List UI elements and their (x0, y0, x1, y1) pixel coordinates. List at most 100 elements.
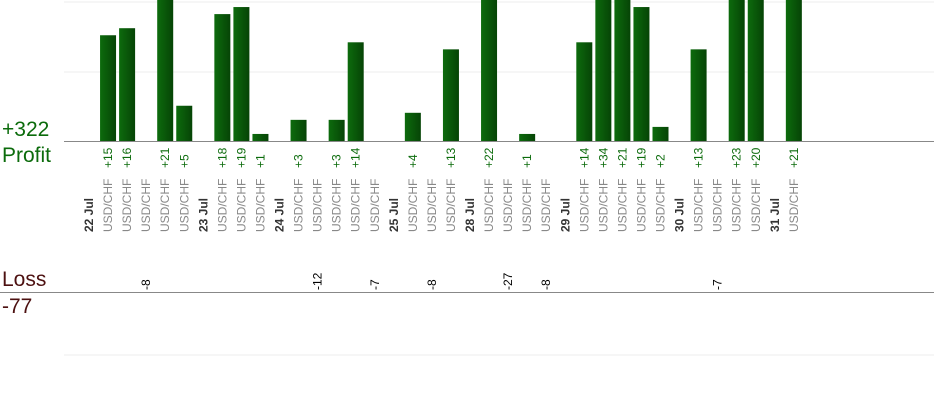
date-label: 24 Jul (273, 198, 287, 232)
instrument-label: USD/CHF (253, 179, 267, 232)
instrument-label: USD/CHF (577, 179, 591, 232)
date-label: 31 Jul (768, 198, 782, 232)
instrument-label: USD/CHF (634, 179, 648, 232)
grid-lines (64, 1, 934, 356)
profit-value-label: +23 (730, 147, 744, 168)
profit-bar (652, 126, 669, 141)
profit-bar (785, 0, 802, 141)
instrument-label: USD/CHF (749, 179, 763, 232)
profit-value-label: +1 (253, 154, 267, 168)
profit-bar (119, 28, 136, 142)
profit-bar (404, 112, 421, 141)
loss-value-label: -7 (368, 279, 382, 290)
instrument-label: USD/CHF (120, 179, 134, 232)
profit-bar (728, 0, 745, 141)
instrument-label: USD/CHF (520, 179, 534, 232)
instrument-label: USD/CHF (425, 179, 439, 232)
profit-bar (481, 0, 498, 141)
loss-value-label: -8 (139, 279, 153, 290)
profit-bar (614, 0, 631, 141)
profit-value-label: +34 (596, 147, 610, 168)
instrument-label: USD/CHF (139, 179, 153, 232)
loss-value-label: -12 (311, 272, 325, 290)
profit-bar (157, 0, 174, 141)
profit-bar (690, 49, 707, 141)
instrument-label: USD/CHF (158, 179, 172, 232)
loss-value-label: -27 (501, 272, 515, 290)
profit-bar (176, 105, 193, 141)
profit-value-label: +19 (234, 147, 248, 168)
profit-value-label: +14 (349, 147, 363, 168)
profit-value-label: +14 (577, 147, 591, 168)
instrument-label: USD/CHF (730, 179, 744, 232)
labels: 22 Jul USD/CHF +15 USD/CHF +16 USD/CHF -8 USD/C… (82, 147, 801, 290)
profit-value-label: +2 (654, 154, 668, 168)
date-label: 25 Jul (387, 198, 401, 232)
profit-label: Profit (2, 144, 52, 167)
profit-value-label: +21 (787, 147, 801, 168)
instrument-label: USD/CHF (501, 179, 515, 232)
profit-value-label: +15 (101, 147, 115, 168)
profit-bar (290, 119, 307, 141)
instrument-label: USD/CHF (654, 179, 668, 232)
instrument-label: USD/CHF (596, 179, 610, 232)
profit-value-label: +13 (692, 147, 706, 168)
profit-bar (747, 0, 764, 141)
instrument-label: USD/CHF (787, 179, 801, 232)
instrument-label: USD/CHF (101, 179, 115, 232)
profit-value-label: +1 (520, 154, 534, 168)
instrument-label: USD/CHF (311, 179, 325, 232)
profit-bar (100, 35, 117, 141)
instrument-label: USD/CHF (444, 179, 458, 232)
profit-value-label: +22 (482, 147, 496, 168)
date-label: 22 Jul (82, 198, 96, 232)
loss-label: Loss (2, 268, 47, 291)
instrument-label: USD/CHF (215, 179, 229, 232)
date-label: 23 Jul (196, 198, 210, 232)
instrument-label: USD/CHF (406, 179, 420, 232)
profit-bar (595, 0, 612, 141)
profit-value-label: +20 (749, 147, 763, 168)
profit-value-label: +4 (406, 154, 420, 168)
profit-bar (347, 42, 364, 141)
profit-bar (328, 119, 345, 141)
profit-value-label: +19 (634, 147, 648, 168)
instrument-label: USD/CHF (292, 179, 306, 232)
instrument-label: USD/CHF (330, 179, 344, 232)
profit-value-label: +21 (615, 147, 629, 168)
profit-value-label: +13 (444, 147, 458, 168)
profit-value-label: +18 (215, 147, 229, 168)
instrument-label: USD/CHF (692, 179, 706, 232)
axes (0, 141, 934, 293)
profit-value-label: +3 (292, 154, 306, 168)
profit-bar (442, 49, 459, 141)
profit-bar (519, 133, 536, 141)
instrument-label: USD/CHF (615, 179, 629, 232)
instrument-label: USD/CHF (368, 179, 382, 232)
instrument-label: USD/CHF (711, 179, 725, 232)
profit-bar (252, 133, 269, 141)
profit-value-label: +5 (177, 154, 191, 168)
loss-value-label: -8 (539, 279, 553, 290)
profit-bar (633, 7, 650, 141)
profit-value-label: +16 (120, 147, 134, 168)
profit-value-label: +21 (158, 147, 172, 168)
date-label: 28 Jul (463, 198, 477, 232)
instrument-label: USD/CHF (234, 179, 248, 232)
date-label: 29 Jul (558, 198, 572, 232)
profit-bar (576, 42, 593, 141)
loss-value-label: -7 (711, 279, 725, 290)
instrument-label: USD/CHF (349, 179, 363, 232)
instrument-label: USD/CHF (482, 179, 496, 232)
instrument-label: USD/CHF (177, 179, 191, 232)
loss-value-label: -8 (425, 279, 439, 290)
instrument-label: USD/CHF (539, 179, 553, 232)
date-label: 30 Jul (673, 198, 687, 232)
bars (100, 0, 802, 142)
loss-total-label: -77 (2, 295, 33, 318)
profit-bar (233, 7, 250, 141)
profit-total-label: +322 (2, 118, 50, 141)
profit-value-label: +3 (330, 154, 344, 168)
profit-bar (214, 14, 231, 142)
